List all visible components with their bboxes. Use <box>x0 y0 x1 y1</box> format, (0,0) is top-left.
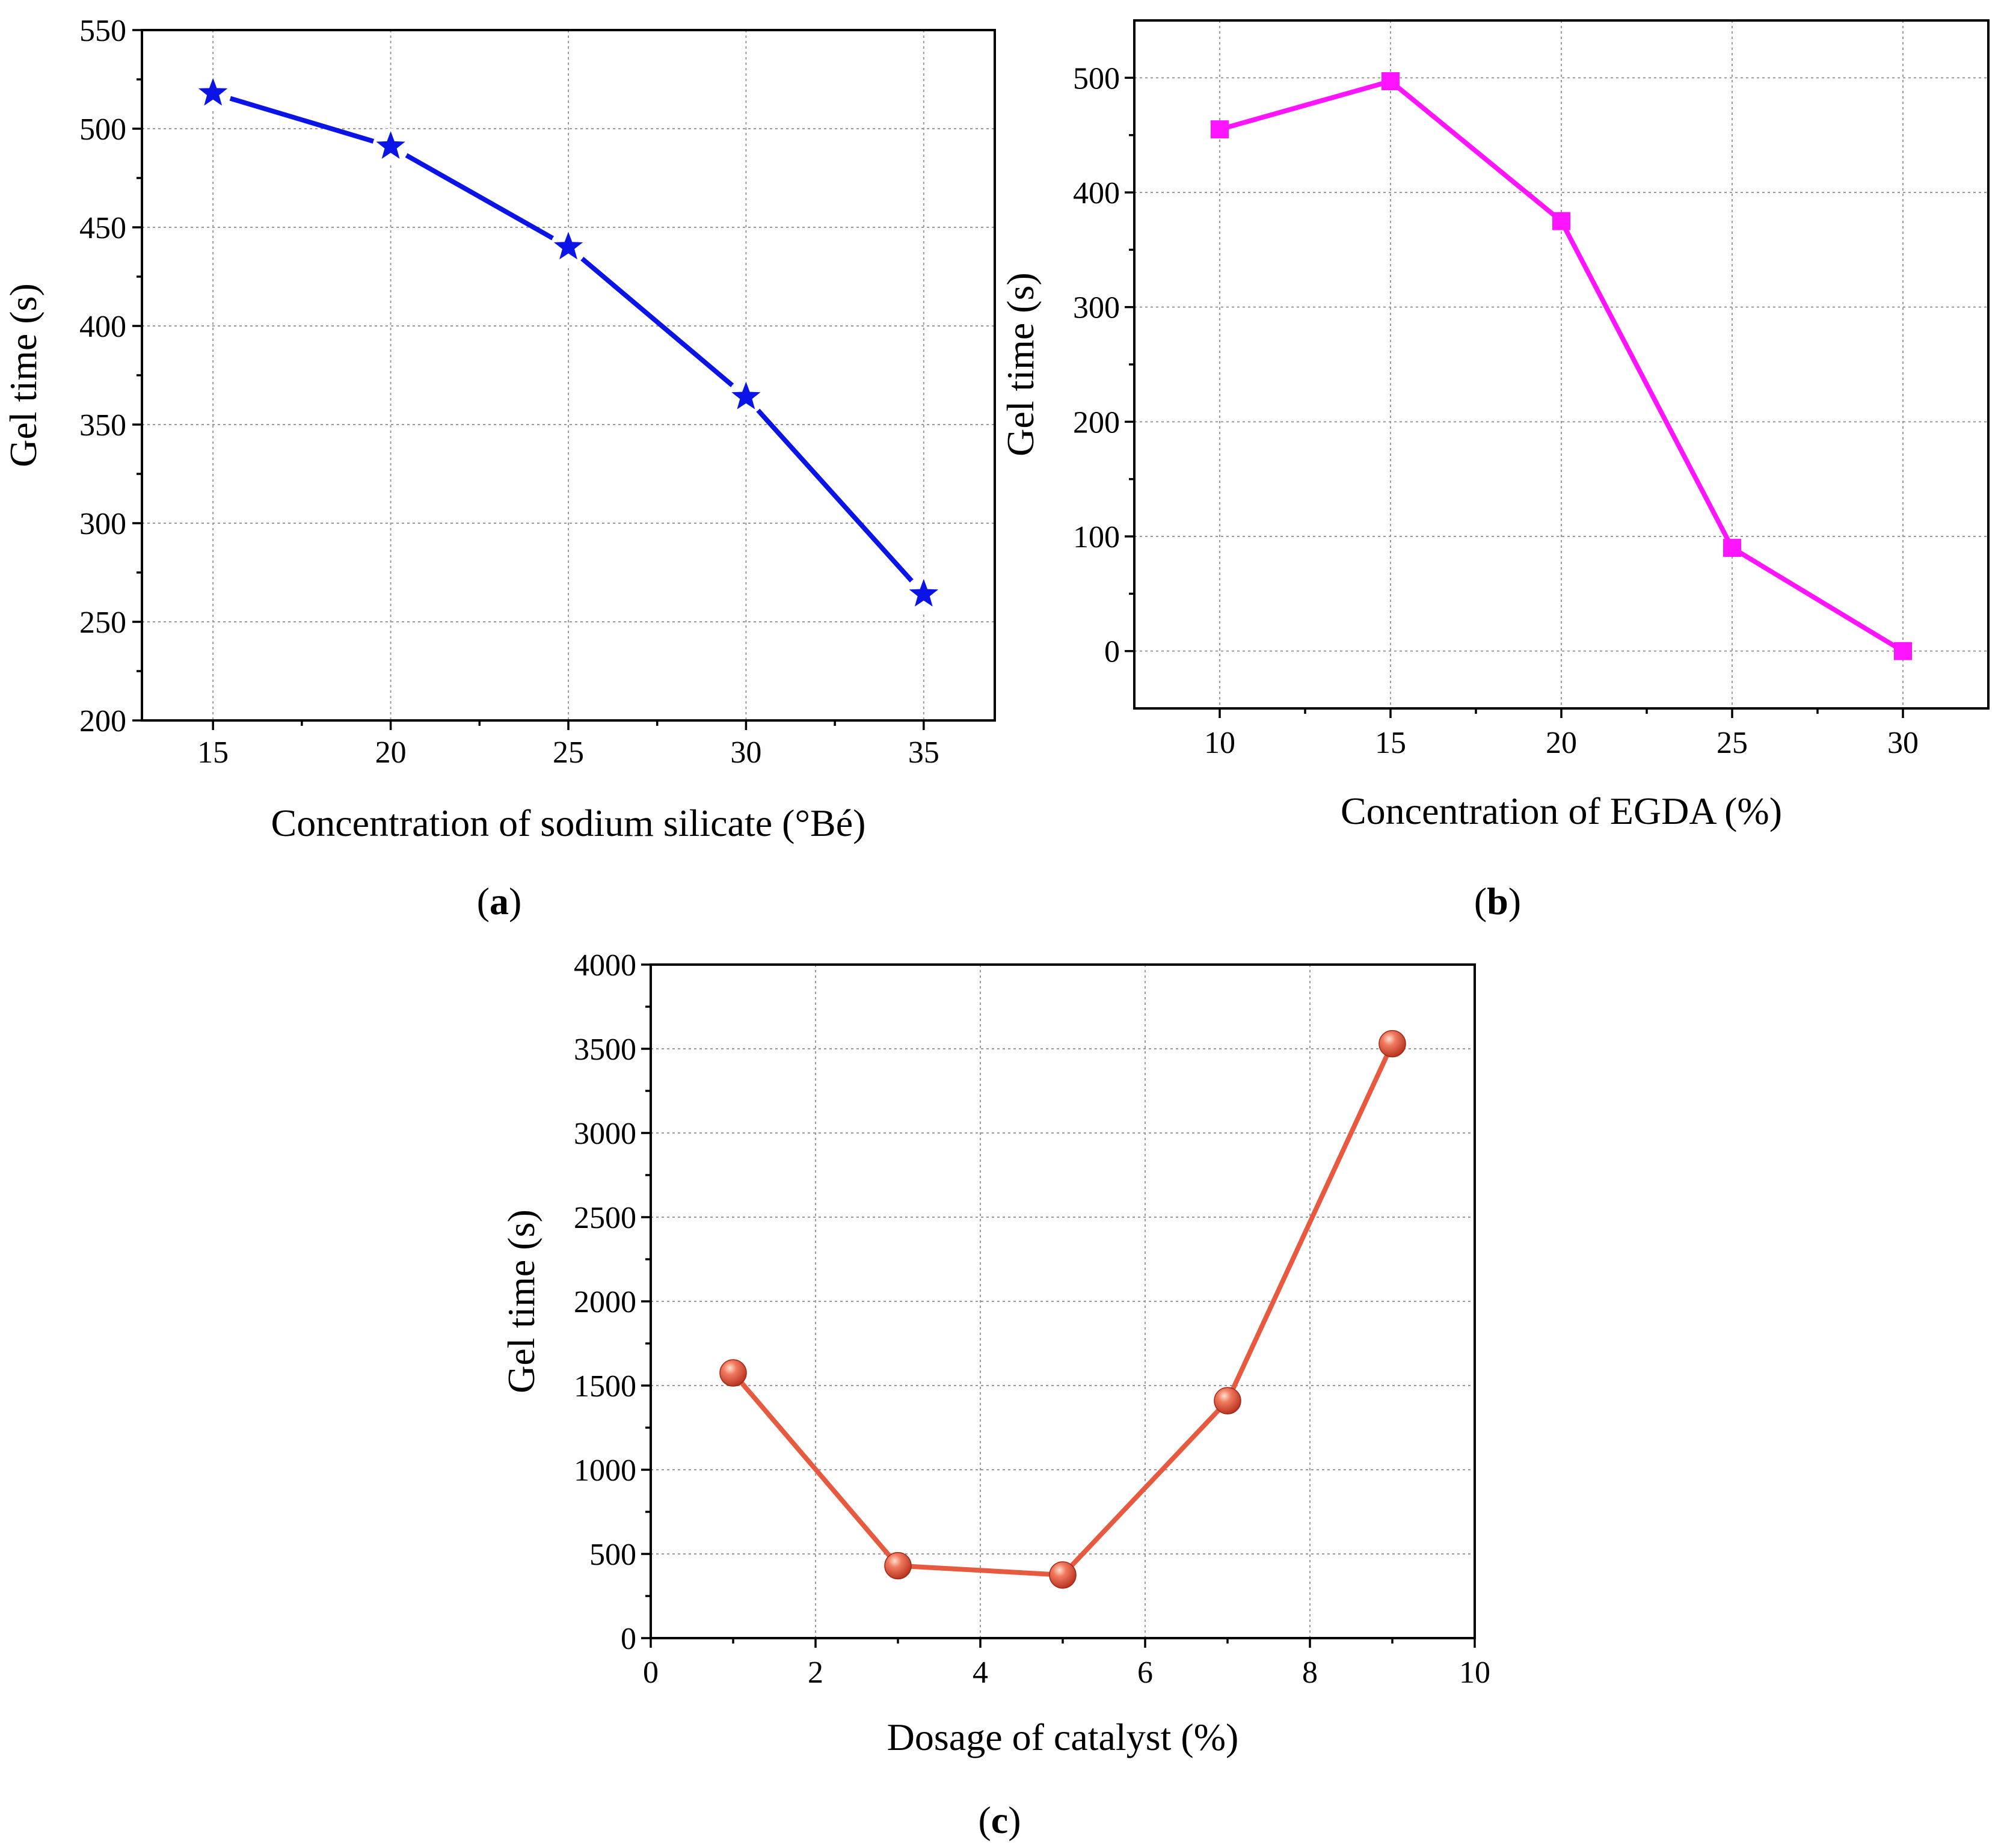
panel-caption: (b) <box>1474 880 1521 922</box>
y-tick-label: 350 <box>79 408 126 443</box>
data-point-square <box>1381 72 1400 91</box>
y-tick-label: 200 <box>1073 405 1120 440</box>
x-tick-label: 10 <box>1459 1656 1490 1690</box>
x-axis-title: Concentration of sodium silicate (°Bé) <box>271 802 866 844</box>
x-tick-label: 15 <box>197 735 229 770</box>
panel-caption: (c) <box>978 1799 1021 1841</box>
y-tick-label: 300 <box>79 507 126 541</box>
y-tick-label: 400 <box>1073 176 1120 210</box>
y-tick-label: 400 <box>79 310 126 344</box>
caption-letter: c <box>991 1799 1008 1841</box>
data-point-sphere <box>1214 1387 1241 1414</box>
y-tick-label: 100 <box>1073 520 1120 554</box>
y-tick-label: 500 <box>1073 61 1120 96</box>
data-point-square <box>1894 642 1912 660</box>
caption-close-paren: ) <box>1008 1799 1021 1841</box>
x-tick-label: 10 <box>1204 726 1235 760</box>
y-tick-label: 3500 <box>574 1033 636 1067</box>
x-tick-label: 25 <box>1716 726 1748 760</box>
data-point-star <box>731 381 761 410</box>
x-tick-label: 2 <box>808 1656 823 1690</box>
x-tick-label: 30 <box>1887 726 1919 760</box>
y-tick-label: 0 <box>1104 635 1120 669</box>
y-tick-label: 550 <box>79 14 126 48</box>
caption-open-paren: ( <box>978 1799 991 1841</box>
data-point-sphere <box>719 1359 747 1387</box>
y-tick-label: 4000 <box>574 948 636 983</box>
y-tick-label: 250 <box>79 606 126 640</box>
y-tick-label: 2500 <box>574 1201 636 1235</box>
y-tick-label: 0 <box>621 1622 636 1656</box>
caption-letter: b <box>1487 880 1508 922</box>
y-axis-title: Gel time (s) <box>999 272 1042 456</box>
data-point-square <box>1211 120 1229 139</box>
data-point-star <box>909 579 939 607</box>
y-tick-label: 1000 <box>574 1454 636 1488</box>
x-axis-title: Concentration of EGDA (%) <box>1341 790 1782 832</box>
data-point-sphere <box>1378 1030 1406 1058</box>
x-tick-label: 30 <box>730 735 761 770</box>
chart-panel-a: 15 20 25 30 35 200 250 300 350 400 450 500 550 Concen… <box>2 14 996 922</box>
y-tick-label: 2000 <box>574 1285 636 1319</box>
caption-close-paren: ) <box>509 880 521 922</box>
x-tick-label: 15 <box>1375 726 1406 760</box>
data-point-star <box>198 78 228 106</box>
x-tick-label: 20 <box>1546 726 1577 760</box>
y-tick-label: 300 <box>1073 291 1120 325</box>
chart-panel-c: 0 2 4 6 8 10 0 500 1000 1500 2000 2500 3000 3500 4000 D… <box>500 948 1490 1841</box>
x-tick-label: 0 <box>643 1656 659 1690</box>
y-axis-title: Gel time (s) <box>500 1209 542 1393</box>
caption-letter: a <box>490 880 509 922</box>
series-line <box>731 1041 1395 1577</box>
data-point-star <box>553 232 583 260</box>
x-tick-label: 8 <box>1302 1656 1318 1690</box>
x-tick-label: 35 <box>908 735 939 770</box>
y-tick-label: 450 <box>79 211 126 245</box>
caption-open-paren: ( <box>1474 880 1487 922</box>
y-tick-label: 1500 <box>574 1369 636 1404</box>
data-point-square <box>1552 212 1570 230</box>
data-point-sphere <box>1049 1561 1077 1589</box>
x-axis-title: Dosage of catalyst (%) <box>887 1716 1239 1758</box>
y-tick-label: 500 <box>589 1538 636 1572</box>
x-tick-label: 25 <box>553 735 584 770</box>
data-point-sphere <box>884 1552 912 1580</box>
x-tick-label: 6 <box>1137 1656 1153 1690</box>
caption-open-paren: ( <box>477 880 490 922</box>
panel-caption: (a) <box>477 880 522 922</box>
data-point-square <box>1723 539 1741 557</box>
y-axis-title: Gel time (s) <box>2 283 45 467</box>
caption-close-paren: ) <box>1508 880 1521 922</box>
y-tick-label: 3000 <box>574 1117 636 1151</box>
x-tick-label: 20 <box>375 735 407 770</box>
x-tick-label: 4 <box>973 1656 988 1690</box>
y-tick-label: 200 <box>79 704 126 738</box>
data-point-star <box>376 131 405 159</box>
chart-panel-b: 10 15 20 25 300100200300400500Concentration … <box>999 19 1990 922</box>
y-tick-label: 500 <box>79 112 126 147</box>
